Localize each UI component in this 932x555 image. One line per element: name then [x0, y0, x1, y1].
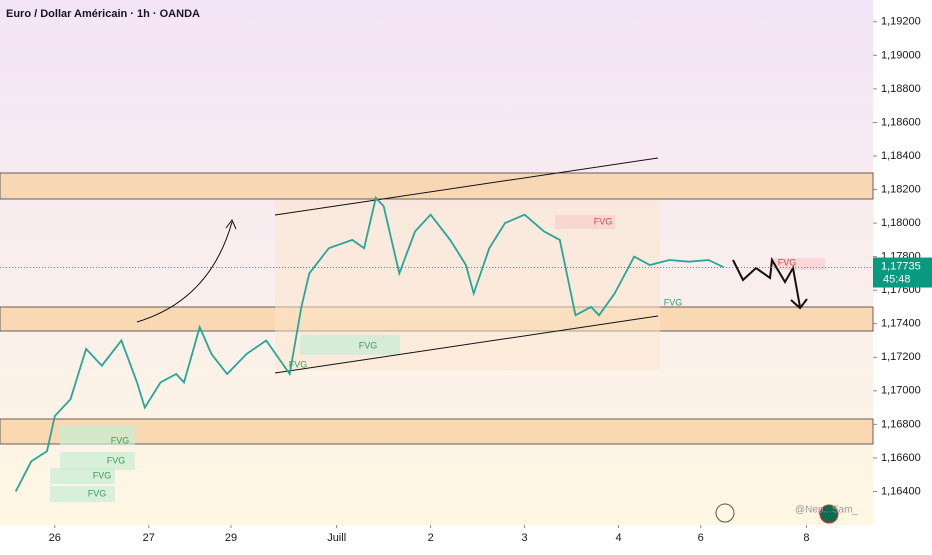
- icon: [715, 503, 735, 523]
- avatar: [819, 504, 839, 524]
- fvg-label: FVG: [594, 216, 613, 226]
- x-tick-label: 26: [49, 532, 61, 544]
- arrow: [136, 221, 233, 323]
- fvg-box: [50, 486, 115, 502]
- last-price-box: [873, 257, 932, 288]
- chart-title: Euro / Dollar Américain · 1h · OANDA: [6, 8, 200, 20]
- y-tick-label: 1,18800: [881, 83, 921, 95]
- zone: [0, 418, 874, 445]
- watermark: @Nep...Sam_: [795, 505, 858, 516]
- x-tick-label: 6: [698, 532, 704, 544]
- fvg-box: [60, 452, 135, 470]
- fvg-box: [770, 258, 825, 270]
- y-tick-label: 1,18000: [881, 217, 921, 229]
- y-tick-label: 1,18600: [881, 116, 921, 128]
- y-tick-label: 1,17400: [881, 318, 921, 330]
- fvg-label: FVG: [664, 297, 683, 307]
- fvg-box: [300, 335, 400, 355]
- fvg-label: FVG: [107, 455, 126, 465]
- fvg-label: FVG: [289, 359, 308, 369]
- fvg-label: FVG: [88, 488, 107, 498]
- y-tick-label: 1,17200: [881, 351, 921, 363]
- y-tick-label: 1,16800: [881, 418, 921, 430]
- x-tick-label: Juill: [327, 532, 346, 544]
- fvg-label: FVG: [359, 340, 378, 350]
- fvg-box: [60, 425, 135, 445]
- projection-head: [790, 298, 808, 310]
- x-tick-label: 29: [225, 532, 237, 544]
- fvg-box: [555, 215, 615, 229]
- fvg-label: FVG: [778, 257, 797, 267]
- y-tick-label: 1,16600: [881, 452, 921, 464]
- fvg-label: FVG: [93, 470, 112, 480]
- y-tick-label: 1,19000: [881, 49, 921, 61]
- price-line: [14, 196, 725, 492]
- time-axis: [0, 525, 873, 550]
- y-tick-label: 1,16400: [881, 485, 921, 497]
- y-tick-label: 1,19200: [881, 16, 921, 28]
- x-tick-label: 8: [803, 532, 809, 544]
- y-tick-label: 1,17000: [881, 385, 921, 397]
- arrow-head: [225, 219, 237, 230]
- countdown: 45:48: [883, 273, 911, 285]
- x-tick-label: 27: [143, 532, 155, 544]
- channel-line: [274, 157, 659, 216]
- y-tick-label: 1,18400: [881, 150, 921, 162]
- channel-line: [274, 315, 659, 374]
- x-tick-label: 2: [428, 532, 434, 544]
- last-price-label: 1,17735: [881, 260, 921, 272]
- fvg-box: [50, 468, 115, 484]
- x-tick-label: 3: [522, 532, 528, 544]
- projection: [732, 256, 801, 308]
- zones: [0, 157, 874, 524]
- fvg-label: FVG: [111, 435, 130, 445]
- zone: [0, 172, 874, 200]
- x-tick-label: 4: [615, 532, 621, 544]
- y-tick-label: 1,18200: [881, 183, 921, 195]
